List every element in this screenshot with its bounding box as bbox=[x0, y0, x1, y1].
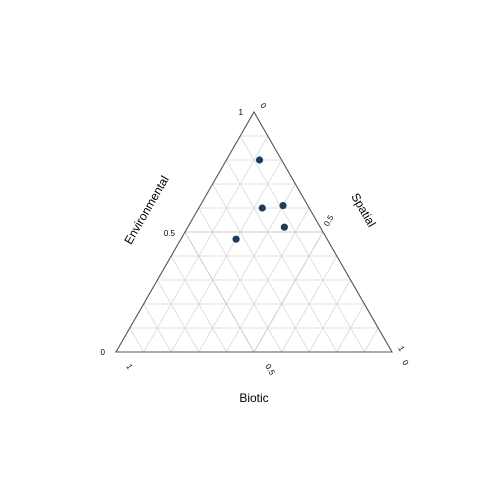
biotic-tick-label: 1 bbox=[124, 363, 134, 372]
grid-line-biotic bbox=[170, 255, 227, 353]
spatial-tick-label: 0 bbox=[258, 102, 268, 111]
grid-line-biotic bbox=[239, 135, 365, 353]
data-point bbox=[279, 202, 287, 210]
grid-line-biotic bbox=[129, 327, 144, 353]
grid-line-biotic bbox=[212, 183, 310, 353]
grid-line-spatial bbox=[308, 279, 351, 353]
biotic-tick-label: 0 bbox=[400, 359, 410, 368]
environmental-tick-label: 0 bbox=[101, 348, 106, 357]
grid-line-spatial bbox=[364, 327, 379, 353]
biotic-axis-title: Biotic bbox=[239, 391, 268, 405]
data-points bbox=[232, 156, 288, 243]
environmental-tick-label: 0.5 bbox=[164, 229, 176, 238]
grid-line-spatial bbox=[143, 135, 269, 353]
data-point bbox=[258, 204, 266, 212]
spatial-tick-label: 1 bbox=[396, 345, 406, 354]
grid-line-biotic bbox=[143, 303, 172, 353]
grid-line-spatial bbox=[198, 183, 296, 353]
grid-line-spatial bbox=[253, 231, 324, 353]
grid-line-spatial bbox=[336, 303, 365, 353]
environmental-tick-label: 1 bbox=[239, 108, 244, 117]
spatial-tick-label: 0.5 bbox=[322, 213, 336, 228]
data-point bbox=[255, 156, 264, 164]
triangle-outline bbox=[115, 110, 393, 353]
grid-line-biotic bbox=[184, 231, 255, 353]
grid bbox=[129, 135, 379, 353]
spatial-axis-title: Spatial bbox=[348, 191, 378, 230]
data-point bbox=[280, 223, 288, 231]
grid-line-biotic bbox=[157, 279, 200, 353]
tick-labels: 1 0.5 0 0 0.5 1 1 0.5 0 bbox=[101, 102, 411, 378]
data-point bbox=[232, 235, 240, 243]
grid-line-spatial bbox=[281, 255, 338, 353]
biotic-tick-label: 0.5 bbox=[263, 363, 277, 378]
